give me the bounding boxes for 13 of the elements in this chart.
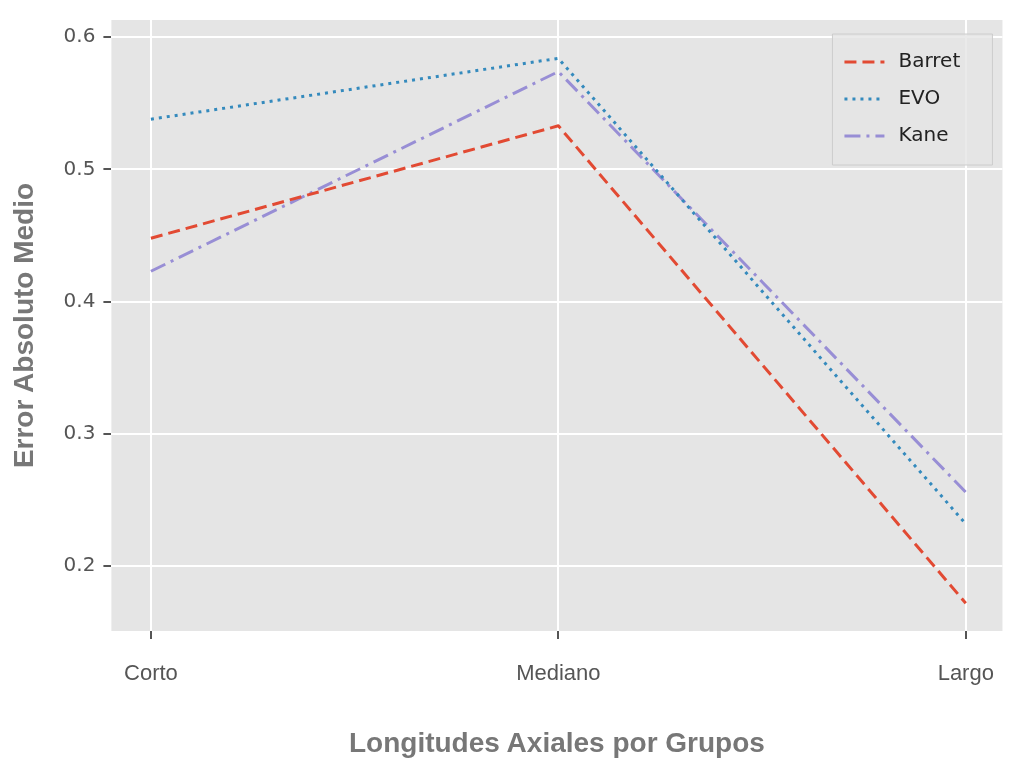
x-tick-label: Corto [124, 660, 178, 686]
legend-label: Kane [898, 122, 949, 147]
y-tick-label: 0.3 [63, 420, 96, 445]
y-axis-title: Error Absoluto Medio [7, 182, 39, 469]
y-tick-label: 0.6 [63, 23, 96, 48]
legend-label: EVO [898, 85, 941, 110]
y-tick-label: 0.4 [63, 287, 96, 312]
x-tick-label: Largo [937, 660, 994, 686]
y-tick-label: 0.2 [63, 552, 96, 577]
x-axis-title: Longitudes Axiales por Grupos [348, 726, 765, 758]
x-tick-label: Mediano [516, 660, 601, 686]
legend-label: Barret [898, 48, 961, 73]
y-tick-label: 0.5 [63, 155, 96, 180]
